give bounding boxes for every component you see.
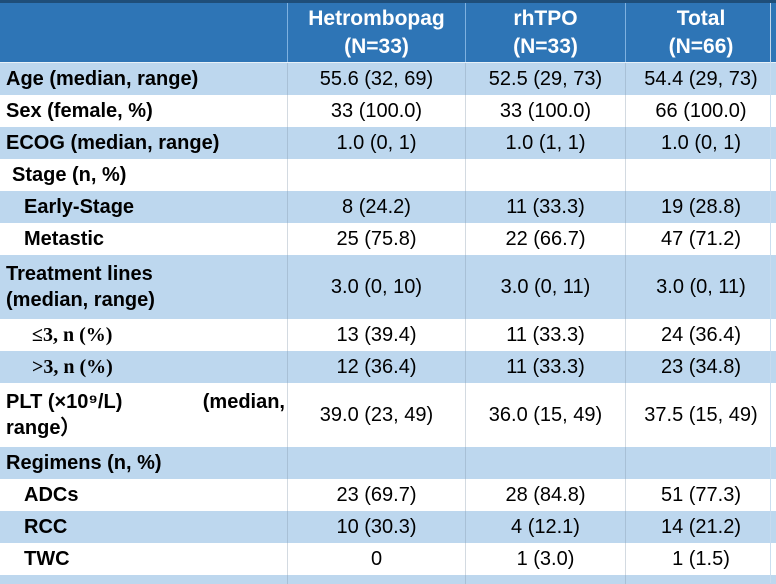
table-row — [0, 575, 776, 584]
cell-value: 66 (100.0) — [625, 95, 776, 127]
row-label: RCC — [24, 516, 68, 538]
column-header-line2: (N=33) — [344, 34, 409, 58]
cell-value: 3.0 (0, 11) — [625, 255, 776, 319]
cell-value — [465, 575, 625, 584]
table-row: Regimens (n, %) — [0, 447, 776, 479]
table-row: Age (median, range) 55.6 (32, 69) 52.5 (29… — [0, 63, 776, 95]
cell-value: 1.0 (0, 1) — [625, 127, 776, 159]
row-label: ≤3, n (%) — [32, 324, 113, 346]
cell-value: 28 (84.8) — [465, 479, 625, 511]
cell-value: 13 (39.4) — [287, 319, 465, 351]
row-label: ADCs — [24, 484, 79, 506]
column-header-line1: Hetrombopag — [308, 7, 445, 31]
cell-value — [625, 447, 776, 479]
cell-value: 1 (1.5) — [625, 543, 776, 575]
cell-value: 10 (30.3) — [287, 511, 465, 543]
table-row: Metastic 25 (75.8) 22 (66.7) 47 (71.2) — [0, 223, 776, 255]
row-label: Early-Stage — [24, 196, 135, 218]
cell-value: 3.0 (0, 11) — [465, 255, 625, 319]
row-label-part: (median, — [202, 391, 285, 413]
row-label: PLT (×10⁹/L) (median, range） — [0, 383, 287, 447]
cell-value: 19 (28.8) — [625, 191, 776, 223]
cell-value: 37.5 (15, 49) — [625, 383, 776, 447]
column-header-line2: (N=33) — [513, 34, 578, 58]
table-row: ADCs 23 (69.7) 28 (84.8) 51 (77.3) — [0, 479, 776, 511]
column-header-line2: (N=66) — [668, 34, 734, 58]
column-header-rhtpo: rhTPO (N=33) — [465, 3, 625, 62]
column-header-hetrombopag: Hetrombopag (N=33) — [287, 3, 465, 62]
cell-value: 36.0 (15, 49) — [465, 383, 625, 447]
cell-value — [465, 159, 625, 191]
table-row: >3, n (%) 12 (36.4) 11 (33.3) 23 (34.8) — [0, 351, 776, 383]
row-label: TWC — [24, 548, 70, 570]
table-right-border — [770, 3, 771, 583]
column-header-total: Total (N=66) — [625, 3, 776, 62]
table-row: Stage (n, %) — [0, 159, 776, 191]
cell-value: 55.6 (32, 69) — [287, 63, 465, 95]
table-row: Early-Stage 8 (24.2) 11 (33.3) 19 (28.8) — [0, 191, 776, 223]
cell-value: 1.0 (0, 1) — [287, 127, 465, 159]
table-row: Sex (female, %) 33 (100.0) 33 (100.0) 66 (1… — [0, 95, 776, 127]
table-row: ≤3, n (%) 13 (39.4) 11 (33.3) 24 (36.4) — [0, 319, 776, 351]
cell-value: 1 (3.0) — [465, 543, 625, 575]
cell-value: 51 (77.3) — [625, 479, 776, 511]
cell-value: 14 (21.2) — [625, 511, 776, 543]
cell-value — [287, 447, 465, 479]
cell-value: 24 (36.4) — [625, 319, 776, 351]
cell-value: 11 (33.3) — [465, 191, 625, 223]
table-row: TWC 0 1 (3.0) 1 (1.5) — [0, 543, 776, 575]
table-header-row: Hetrombopag (N=33) rhTPO (N=33) Total (N… — [0, 3, 776, 63]
row-label-part: range） — [6, 417, 81, 439]
row-label: Regimens (n, %) — [6, 452, 162, 474]
table-row: ECOG (median, range) 1.0 (0, 1) 1.0 (1, 1)… — [0, 127, 776, 159]
row-label: ECOG (median, range) — [6, 132, 220, 154]
row-label: Stage (n, %) — [12, 164, 127, 186]
cell-value: 33 (100.0) — [465, 95, 625, 127]
column-header-line1: Total — [676, 7, 726, 31]
column-header-line1: rhTPO — [513, 7, 578, 31]
table-body: Age (median, range) 55.6 (32, 69) 52.5 (29… — [0, 63, 776, 584]
cell-value: 33 (100.0) — [287, 95, 465, 127]
row-label: Treatment lines (median, range) — [6, 263, 155, 311]
cell-value — [287, 159, 465, 191]
cell-value: 39.0 (23, 49) — [287, 383, 465, 447]
cell-value: 3.0 (0, 10) — [287, 255, 465, 319]
cell-value: 23 (69.7) — [287, 479, 465, 511]
cell-value — [287, 575, 465, 584]
cell-value: 11 (33.3) — [465, 319, 625, 351]
row-label: Metastic — [24, 228, 105, 250]
table-row: RCC 10 (30.3) 4 (12.1) 14 (21.2) — [0, 511, 776, 543]
header-empty-cell — [0, 3, 287, 62]
cell-value — [465, 447, 625, 479]
cell-value: 25 (75.8) — [287, 223, 465, 255]
cell-value: 22 (66.7) — [465, 223, 625, 255]
cell-value: 11 (33.3) — [465, 351, 625, 383]
cell-value: 54.4 (29, 73) — [625, 63, 776, 95]
row-label-part: PLT (×10⁹/L) — [6, 391, 123, 413]
cell-value: 47 (71.2) — [625, 223, 776, 255]
row-label: Sex (female, %) — [6, 100, 153, 122]
cell-value: 4 (12.1) — [465, 511, 625, 543]
cell-value: 8 (24.2) — [287, 191, 465, 223]
cell-value — [625, 159, 776, 191]
cell-value: 12 (36.4) — [287, 351, 465, 383]
table-row: PLT (×10⁹/L) (median, range） 39.0 (23, 49) 3… — [0, 383, 776, 447]
table-row: Treatment lines (median, range) 3.0 (0, 1… — [0, 255, 776, 319]
row-label: >3, n (%) — [32, 356, 113, 378]
cell-value: 1.0 (1, 1) — [465, 127, 625, 159]
cell-value: 52.5 (29, 73) — [465, 63, 625, 95]
cell-value — [625, 575, 776, 584]
cell-value: 23 (34.8) — [625, 351, 776, 383]
row-label: Age (median, range) — [6, 68, 199, 90]
cell-value: 0 — [287, 543, 465, 575]
